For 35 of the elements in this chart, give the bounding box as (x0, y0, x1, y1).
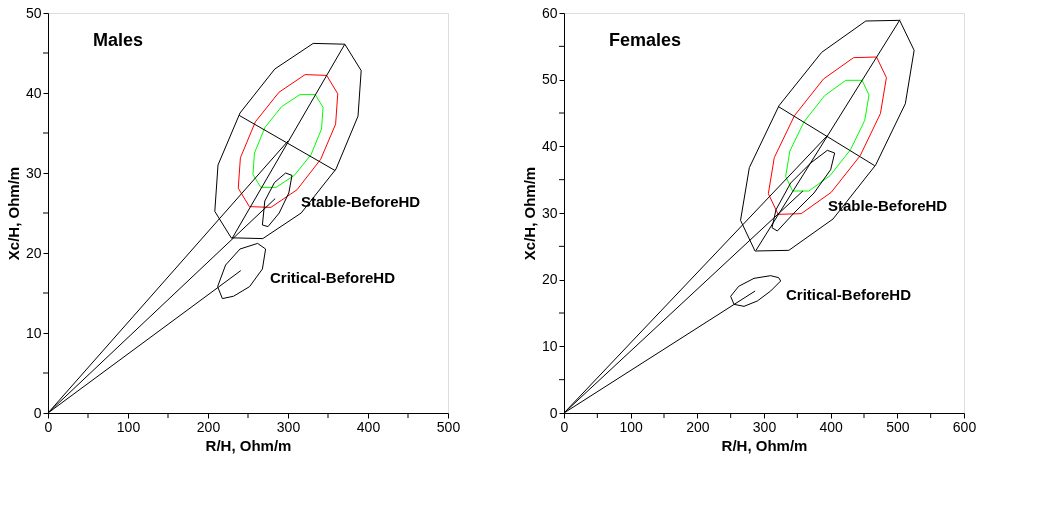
y-axis-title: Xc/H, Ohm/m (520, 166, 538, 261)
text: Females (609, 30, 682, 50)
y-tick-label: 20 (25, 244, 42, 261)
y-tick-label: 50 (25, 4, 42, 21)
x-tick-label: 200 (686, 418, 710, 435)
text: Males (93, 30, 144, 50)
x-tick-label: 400 (356, 418, 381, 435)
x-tick-label: 100 (116, 418, 141, 435)
x-tick-label: 400 (819, 418, 844, 435)
x-tick-label: 500 (436, 418, 461, 435)
y-tick-label: 60 (541, 4, 558, 21)
y-tick-label: 0 (33, 404, 42, 421)
x-axis-title: R/H, Ohm/m (205, 436, 292, 454)
y-tick-label: 30 (541, 204, 558, 221)
y-tick-label: 20 (541, 271, 558, 288)
y-tick-label: 0 (549, 404, 558, 421)
y-tick-label: 10 (25, 324, 42, 341)
y-tick-label: 40 (25, 84, 42, 101)
y-tick-label: 10 (541, 337, 558, 354)
x-tick-label: 300 (276, 418, 301, 435)
annotation: Critical-BeforeHD (270, 269, 396, 286)
x-tick-label: 0 (44, 418, 53, 435)
x-tick-label: 100 (619, 418, 644, 435)
x-tick-label: 300 (752, 418, 777, 435)
x-tick-label: 600 (952, 418, 977, 435)
annotation: Stable-BeforeHD (828, 197, 948, 214)
y-tick-label: 30 (25, 164, 42, 181)
y-axis-title: Xc/H, Ohm/m (4, 166, 22, 261)
x-tick-label: 200 (196, 418, 221, 435)
y-tick-label: 40 (541, 137, 558, 154)
x-axis-title: R/H, Ohm/m (721, 436, 808, 454)
x-tick-label: 0 (560, 418, 569, 435)
x-tick-label: 500 (886, 418, 910, 435)
annotation: Critical-BeforeHD (786, 286, 912, 303)
y-tick-label: 50 (541, 71, 558, 88)
